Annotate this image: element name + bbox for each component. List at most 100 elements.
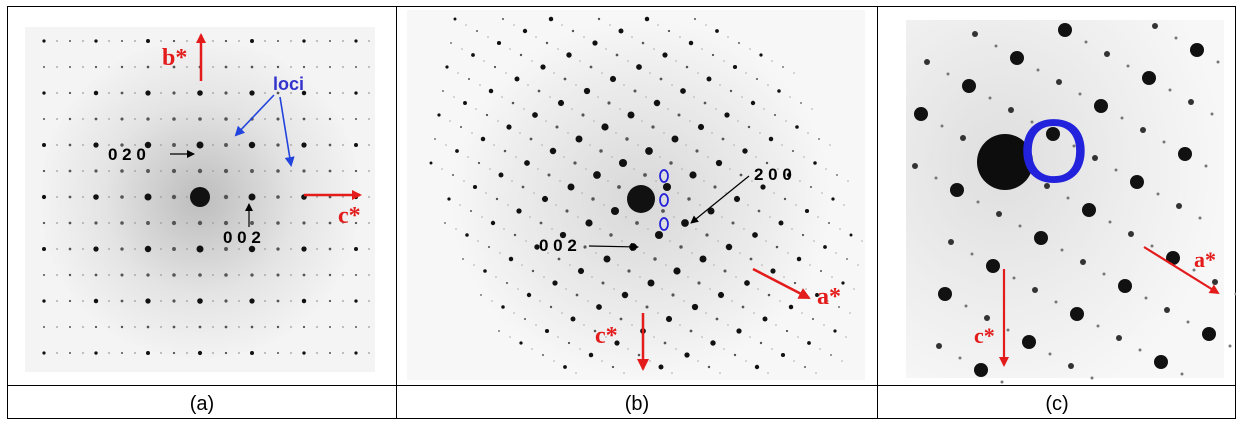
diffraction-spot-faint bbox=[631, 324, 633, 326]
diffraction-spot-faint bbox=[160, 170, 162, 172]
diffraction-spot-faint bbox=[1156, 192, 1160, 196]
diffraction-spot bbox=[755, 77, 759, 81]
diffraction-spot-faint bbox=[705, 312, 707, 314]
diffraction-spot bbox=[120, 39, 124, 43]
diffraction-spot-faint bbox=[653, 48, 655, 50]
diffraction-spot bbox=[145, 90, 151, 96]
diffraction-spot bbox=[838, 306, 840, 308]
diffraction-spot bbox=[1176, 203, 1182, 209]
diffraction-spot bbox=[42, 91, 46, 95]
diffraction-spot-faint bbox=[711, 132, 713, 134]
diffraction-spot bbox=[354, 117, 358, 121]
diffraction-spot bbox=[354, 91, 358, 95]
diffraction-spot-faint bbox=[290, 144, 292, 146]
panel-a-loci-label: loci bbox=[273, 74, 304, 94]
diffraction-spot-faint bbox=[621, 240, 623, 242]
diffraction-spot bbox=[1164, 307, 1170, 313]
diffraction-spot-faint bbox=[160, 144, 162, 146]
diffraction-spot bbox=[196, 245, 204, 253]
diffraction-spot bbox=[42, 351, 46, 355]
diffraction-spot-faint bbox=[56, 222, 58, 224]
diffraction-spot-faint bbox=[717, 240, 719, 242]
diffraction-spot bbox=[120, 325, 124, 329]
diffraction-spot-faint bbox=[212, 170, 214, 172]
diffraction-spot-faint bbox=[565, 288, 567, 290]
diffraction-spot bbox=[120, 65, 124, 69]
diffraction-spot-faint bbox=[186, 92, 188, 94]
diffraction-spot-faint bbox=[238, 92, 240, 94]
diffraction-spot-faint bbox=[535, 36, 537, 38]
diffraction-spot bbox=[653, 257, 657, 261]
diffraction-spot bbox=[804, 366, 806, 368]
diffraction-spot-faint bbox=[807, 132, 809, 134]
diffraction-spot-faint bbox=[729, 168, 731, 170]
diffraction-spot-faint bbox=[617, 264, 619, 266]
diffraction-spot bbox=[301, 142, 307, 148]
diffraction-spot bbox=[532, 112, 538, 118]
diffraction-spot-faint bbox=[1204, 164, 1208, 168]
diffraction-spot bbox=[447, 197, 451, 201]
diffraction-spot-faint bbox=[689, 120, 691, 122]
diffraction-spot bbox=[223, 194, 229, 200]
diffraction-spot bbox=[731, 221, 735, 225]
diffraction-spot-faint bbox=[739, 252, 741, 254]
diffraction-spot bbox=[747, 125, 751, 129]
diffraction-spot bbox=[673, 267, 681, 275]
diffraction-spot-faint bbox=[342, 66, 344, 68]
diffraction-spot-faint bbox=[368, 92, 370, 94]
diffraction-spot-faint bbox=[751, 180, 753, 182]
diffraction-spot bbox=[804, 208, 810, 214]
diffraction-spot-faint bbox=[679, 324, 681, 326]
diffraction-spot bbox=[328, 299, 332, 303]
diffraction-spot bbox=[519, 53, 523, 57]
diffraction-spot bbox=[669, 161, 673, 165]
diffraction-spot bbox=[707, 365, 711, 369]
diffraction-spot bbox=[593, 171, 601, 179]
diffraction-spot bbox=[93, 246, 99, 252]
diffraction-spot-faint bbox=[581, 192, 583, 194]
diffraction-spot bbox=[549, 305, 553, 309]
diffraction-spot bbox=[94, 325, 98, 329]
diffraction-spot-faint bbox=[793, 360, 795, 362]
diffraction-spot-faint bbox=[368, 300, 370, 302]
diffraction-spot-faint bbox=[491, 300, 493, 302]
diffraction-spot-faint bbox=[733, 144, 735, 146]
diffraction-spot bbox=[224, 143, 228, 147]
diffraction-spot bbox=[276, 65, 280, 69]
diffraction-spot bbox=[146, 325, 150, 329]
diffraction-spot bbox=[506, 124, 512, 130]
diffraction-spot bbox=[224, 39, 228, 43]
diffraction-spot bbox=[480, 294, 482, 296]
diffraction-spot bbox=[459, 125, 463, 129]
diffraction-spot-faint bbox=[663, 132, 665, 134]
diffraction-spot-faint bbox=[82, 222, 84, 224]
diffraction-spot-faint bbox=[635, 300, 637, 302]
diffraction-spot bbox=[495, 197, 499, 201]
diffraction-spot bbox=[328, 117, 332, 121]
diffraction-spot-faint bbox=[627, 60, 629, 62]
diffraction-spot bbox=[611, 365, 615, 369]
diffraction-spot bbox=[1116, 335, 1122, 341]
panel-a: b* c* loci 0 2 0 0 0 2 bbox=[8, 7, 396, 385]
diffraction-spot-faint bbox=[765, 240, 767, 242]
diffraction-spot-faint bbox=[238, 118, 240, 120]
diffraction-spot bbox=[483, 269, 487, 273]
diffraction-spot bbox=[819, 269, 823, 273]
diffraction-spot-faint bbox=[160, 196, 162, 198]
diffraction-spot-faint bbox=[368, 248, 370, 250]
diffraction-spot bbox=[276, 143, 280, 147]
diffraction-spot-faint bbox=[186, 248, 188, 250]
diffraction-spot bbox=[765, 161, 769, 165]
diffraction-spot bbox=[703, 101, 707, 105]
diffraction-spot-faint bbox=[503, 228, 505, 230]
diffraction-spot bbox=[93, 194, 99, 200]
diffraction-spot bbox=[807, 341, 811, 345]
diffraction-spot bbox=[93, 298, 99, 304]
diffraction-spot bbox=[811, 317, 815, 321]
diffraction-spot bbox=[521, 185, 525, 189]
diffraction-spot-faint bbox=[675, 60, 677, 62]
diffraction-spot bbox=[659, 77, 663, 81]
diffraction-spot-faint bbox=[82, 326, 84, 328]
diffraction-spot-faint bbox=[719, 372, 721, 374]
diffraction-spot bbox=[691, 303, 699, 311]
